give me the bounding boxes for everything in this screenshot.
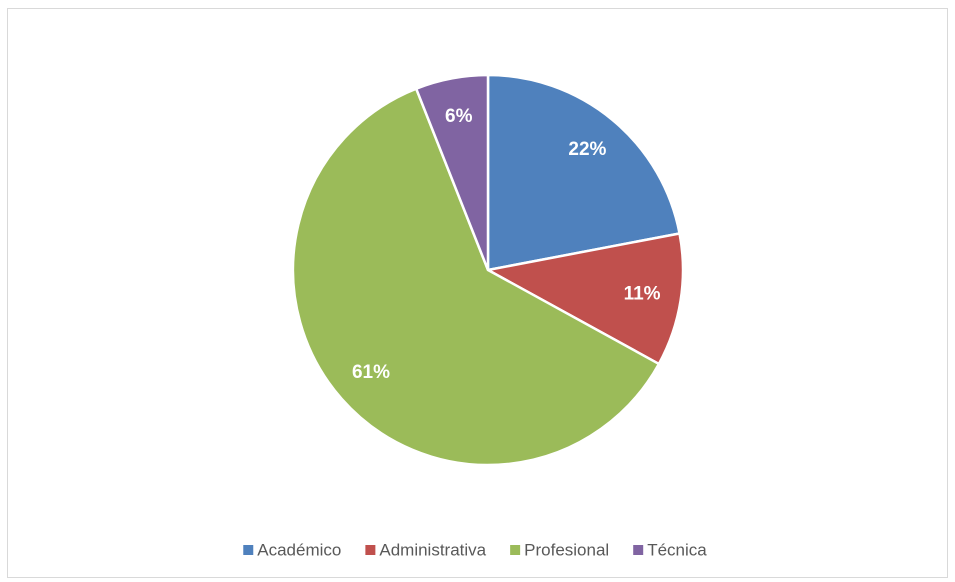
data-label: 6% — [445, 106, 473, 127]
pie-slice — [414, 73, 490, 271]
legend-label: Académico — [257, 540, 341, 559]
legend-swatch — [510, 545, 521, 555]
legend-label: Administrativa — [379, 540, 486, 559]
pie-slice — [486, 73, 682, 272]
pie-slice — [484, 231, 685, 366]
legend-label: Técnica — [647, 540, 707, 559]
data-label: 61% — [352, 362, 390, 383]
pie-slice — [291, 87, 661, 467]
data-label: 11% — [624, 283, 661, 304]
data-label: 22% — [568, 139, 606, 160]
legend-swatch — [633, 545, 644, 555]
legend-swatch — [243, 545, 254, 555]
legend-label: Profesional — [524, 540, 609, 559]
legend-swatch — [365, 545, 376, 555]
